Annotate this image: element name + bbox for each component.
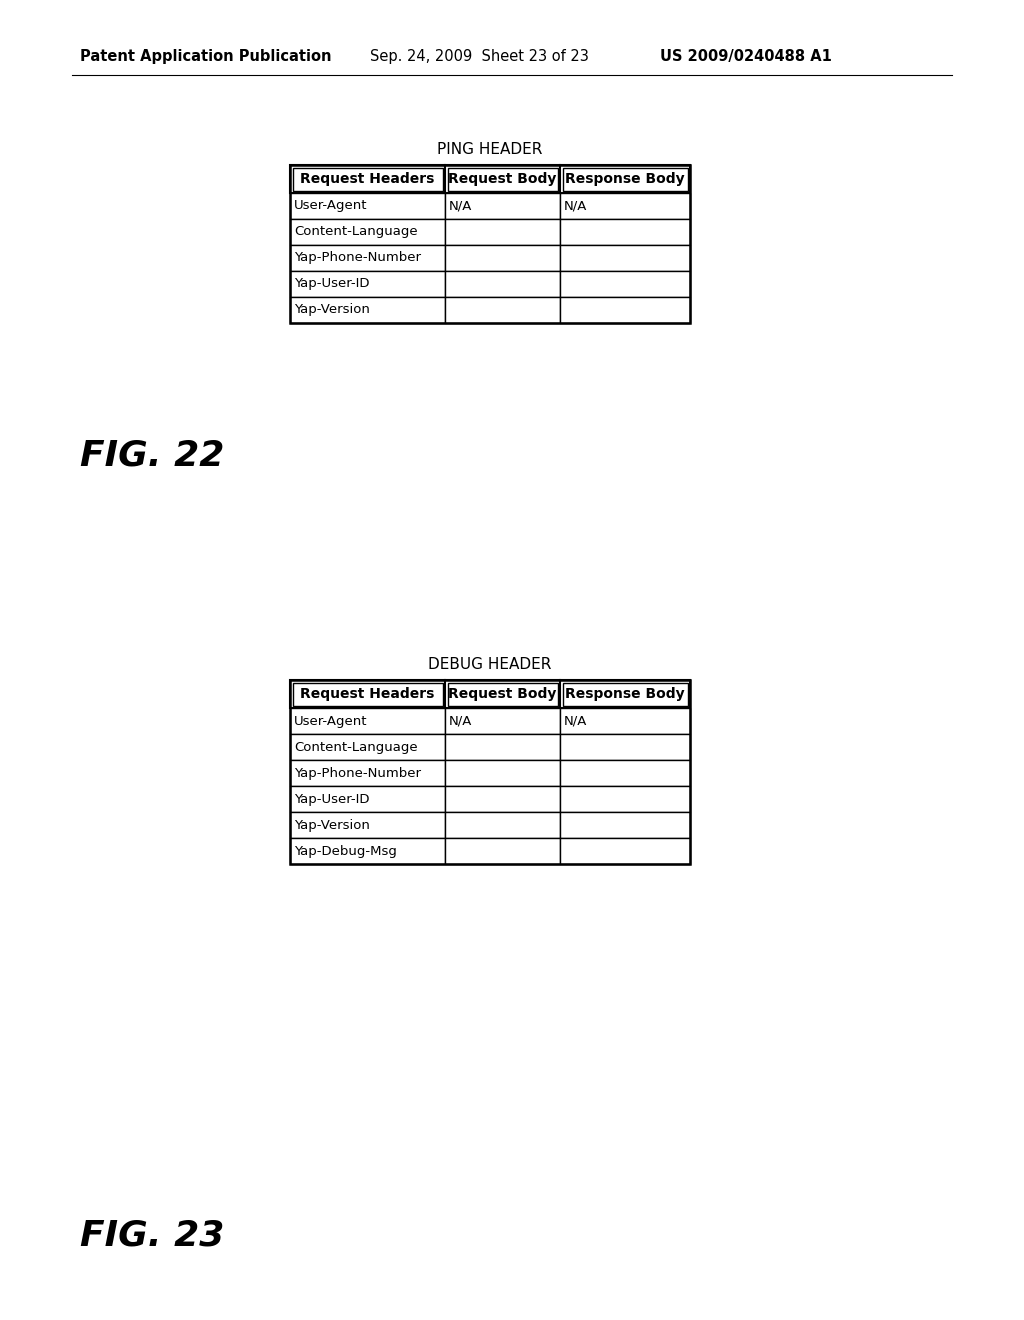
Bar — [293, 682, 442, 705]
Bar — [290, 708, 445, 734]
Text: Yap-Phone-Number: Yap-Phone-Number — [294, 252, 421, 264]
Text: Request Headers: Request Headers — [300, 686, 434, 701]
Bar — [445, 271, 560, 297]
Text: Request Headers: Request Headers — [300, 172, 434, 186]
Bar — [290, 193, 445, 219]
Bar — [445, 760, 560, 785]
Bar — [562, 168, 687, 190]
Bar — [560, 246, 690, 271]
Text: Response Body: Response Body — [565, 172, 685, 186]
Bar — [445, 734, 560, 760]
Bar — [445, 812, 560, 838]
Bar — [560, 812, 690, 838]
Text: Patent Application Publication: Patent Application Publication — [80, 49, 332, 65]
Text: US 2009/0240488 A1: US 2009/0240488 A1 — [660, 49, 831, 65]
Bar — [560, 219, 690, 246]
Text: Sep. 24, 2009  Sheet 23 of 23: Sep. 24, 2009 Sheet 23 of 23 — [370, 49, 589, 65]
Bar — [445, 785, 560, 812]
Bar — [290, 165, 445, 193]
Bar — [445, 708, 560, 734]
Bar — [290, 785, 445, 812]
Bar — [290, 297, 445, 323]
Bar — [445, 219, 560, 246]
Bar — [293, 168, 442, 190]
Bar — [445, 838, 560, 865]
Bar — [290, 734, 445, 760]
Text: Yap-Phone-Number: Yap-Phone-Number — [294, 767, 421, 780]
Text: FIG. 23: FIG. 23 — [80, 1218, 224, 1251]
Text: PING HEADER: PING HEADER — [437, 143, 543, 157]
Bar — [447, 168, 557, 190]
Bar — [290, 219, 445, 246]
Bar — [445, 193, 560, 219]
Bar — [290, 838, 445, 865]
Bar — [290, 680, 445, 708]
Bar — [445, 165, 560, 193]
Bar — [445, 297, 560, 323]
Bar — [560, 193, 690, 219]
Text: N/A: N/A — [449, 714, 472, 727]
Bar — [445, 680, 560, 708]
Bar — [290, 271, 445, 297]
Text: Yap-User-ID: Yap-User-ID — [294, 277, 370, 290]
Text: Yap-Debug-Msg: Yap-Debug-Msg — [294, 845, 397, 858]
Bar — [290, 760, 445, 785]
Text: Content-Language: Content-Language — [294, 741, 418, 754]
Bar — [560, 838, 690, 865]
Bar — [562, 682, 687, 705]
Bar — [560, 297, 690, 323]
Bar — [290, 812, 445, 838]
Bar — [560, 708, 690, 734]
Text: Yap-Version: Yap-Version — [294, 818, 370, 832]
Text: N/A: N/A — [449, 199, 472, 213]
Bar — [445, 246, 560, 271]
Bar — [560, 785, 690, 812]
Text: Content-Language: Content-Language — [294, 226, 418, 239]
Bar — [560, 165, 690, 193]
Text: Request Body: Request Body — [449, 172, 557, 186]
Text: Response Body: Response Body — [565, 686, 685, 701]
Bar — [560, 734, 690, 760]
Text: User-Agent: User-Agent — [294, 714, 368, 727]
Text: Yap-Version: Yap-Version — [294, 304, 370, 317]
Text: Request Body: Request Body — [449, 686, 557, 701]
Bar — [447, 682, 557, 705]
Text: FIG. 22: FIG. 22 — [80, 438, 224, 473]
Text: User-Agent: User-Agent — [294, 199, 368, 213]
Text: N/A: N/A — [564, 714, 588, 727]
Bar — [560, 760, 690, 785]
Text: N/A: N/A — [564, 199, 588, 213]
Bar — [290, 246, 445, 271]
Text: Yap-User-ID: Yap-User-ID — [294, 792, 370, 805]
Bar — [290, 680, 690, 865]
Bar — [290, 165, 690, 323]
Bar — [560, 680, 690, 708]
Bar — [560, 271, 690, 297]
Text: DEBUG HEADER: DEBUG HEADER — [428, 657, 552, 672]
